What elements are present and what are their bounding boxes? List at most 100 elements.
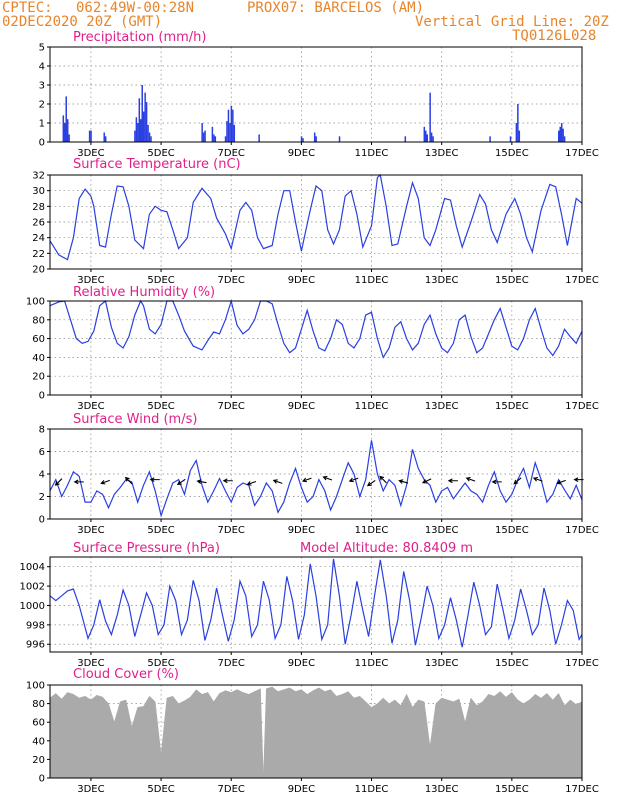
x-tick-label: 7DEC	[218, 275, 245, 286]
precip-bar	[429, 92, 431, 142]
header-station: PROX07: BARCELOS (AM)	[247, 0, 425, 16]
y-tick-label: 6	[39, 447, 45, 458]
x-tick-label: 17DEC	[565, 784, 599, 795]
precip-bar	[230, 105, 233, 142]
y-tick-label: 20	[32, 755, 45, 766]
wind-arrow	[421, 478, 432, 484]
header-coords: 062:49W-00:28N	[76, 0, 195, 16]
wind-arrow	[100, 479, 110, 485]
y-tick-label: 30	[32, 186, 45, 197]
y-tick-label: 996	[26, 640, 45, 651]
x-tick-label: 9DEC	[288, 275, 315, 286]
precip-bar	[560, 123, 563, 142]
precip-bar	[515, 123, 518, 142]
y-tick-label: 4	[39, 470, 45, 481]
y-tick-label: 998	[26, 620, 45, 631]
precip-bar	[563, 136, 566, 142]
y-tick-label: 2	[39, 100, 45, 111]
precip-bar	[138, 98, 141, 142]
precip-bar	[404, 136, 407, 142]
precip-bar	[423, 126, 426, 142]
precip-bar	[214, 136, 217, 142]
header-grid-note: Vertical Grid Line: 20Z	[415, 14, 609, 30]
panel-frame	[49, 46, 583, 143]
wind-arrow	[491, 479, 502, 485]
header-source: CPTEC:	[2, 0, 53, 16]
precip-bar	[432, 136, 434, 142]
precip-bar	[518, 130, 521, 142]
y-tick-label: 26	[32, 218, 45, 229]
y-tick-label: 100	[26, 297, 45, 308]
x-tick-label: 15DEC	[495, 784, 529, 795]
x-tick-label: 5DEC	[147, 275, 174, 286]
wind-arrow	[272, 479, 283, 484]
precip-bar	[517, 104, 519, 142]
x-tick-label: 5DEC	[147, 148, 174, 159]
y-tick-label: 3	[39, 81, 45, 92]
wind-arrow	[447, 478, 458, 484]
wind-arrow	[465, 476, 476, 482]
wind-arrow	[73, 479, 84, 485]
x-tick-label: 13DEC	[425, 275, 459, 286]
y-tick-label: 28	[32, 202, 45, 213]
x-tick-label: 17DEC	[565, 525, 599, 536]
y-tick-label: 100	[26, 681, 45, 692]
x-tick-label: 11DEC	[355, 148, 389, 159]
wind-arrow	[54, 478, 63, 486]
y-tick-label: 22	[32, 249, 45, 260]
header-code: TQ0126L028	[512, 28, 597, 44]
precip-bar	[338, 136, 341, 142]
wind-arrow	[348, 477, 359, 483]
y-tick-label: 80	[32, 699, 45, 710]
panel-frame	[49, 300, 583, 396]
precip-bar	[202, 132, 205, 142]
precip-bar	[64, 123, 66, 142]
series-line	[49, 298, 583, 359]
cloud-area	[49, 686, 583, 779]
x-tick-label: 9DEC	[288, 658, 315, 669]
y-tick-label: 5	[39, 43, 45, 54]
precip-bar	[559, 126, 561, 142]
precip-bar	[145, 102, 148, 142]
y-tick-label: 0	[39, 515, 45, 526]
precip-bar	[302, 138, 304, 142]
precip-bar	[103, 132, 105, 142]
y-tick-label: 32	[32, 171, 45, 182]
precip-bar	[426, 134, 428, 142]
panel-frame	[49, 684, 583, 779]
x-tick-label: 17DEC	[565, 148, 599, 159]
precip-bar	[104, 136, 107, 142]
x-tick-label: 7DEC	[218, 525, 245, 536]
x-tick-label: 13DEC	[425, 401, 459, 412]
panel-title: Surface Wind (m/s)	[73, 412, 197, 427]
precip-bar	[224, 136, 227, 142]
x-tick-label: 13DEC	[425, 148, 459, 159]
y-tick-label: 20	[32, 265, 45, 276]
x-tick-label: 5DEC	[147, 525, 174, 536]
x-tick-label: 9DEC	[288, 525, 315, 536]
y-tick-label: 1	[39, 119, 45, 130]
series-line	[49, 440, 583, 518]
series-line	[49, 173, 583, 261]
x-tick-label: 11DEC	[355, 275, 389, 286]
precip-bar	[233, 124, 236, 142]
wind-arrow	[222, 478, 233, 484]
wind-arrow	[196, 479, 207, 485]
precip-bar	[134, 130, 136, 142]
precip-bar	[226, 121, 228, 142]
precip-bar	[88, 130, 91, 142]
x-tick-label: 3DEC	[77, 401, 104, 412]
precip-bar	[62, 115, 65, 142]
y-tick-label: 0	[39, 774, 45, 785]
x-tick-label: 15DEC	[495, 148, 529, 159]
x-tick-label: 3DEC	[77, 275, 104, 286]
y-tick-label: 0	[39, 138, 45, 149]
wind-arrow	[149, 477, 160, 483]
x-tick-label: 11DEC	[355, 525, 389, 536]
x-tick-label: 13DEC	[425, 784, 459, 795]
precip-bar	[211, 126, 214, 142]
precip-bar	[142, 111, 145, 142]
precip-bar	[144, 92, 146, 142]
y-tick-label: 40	[32, 353, 45, 364]
